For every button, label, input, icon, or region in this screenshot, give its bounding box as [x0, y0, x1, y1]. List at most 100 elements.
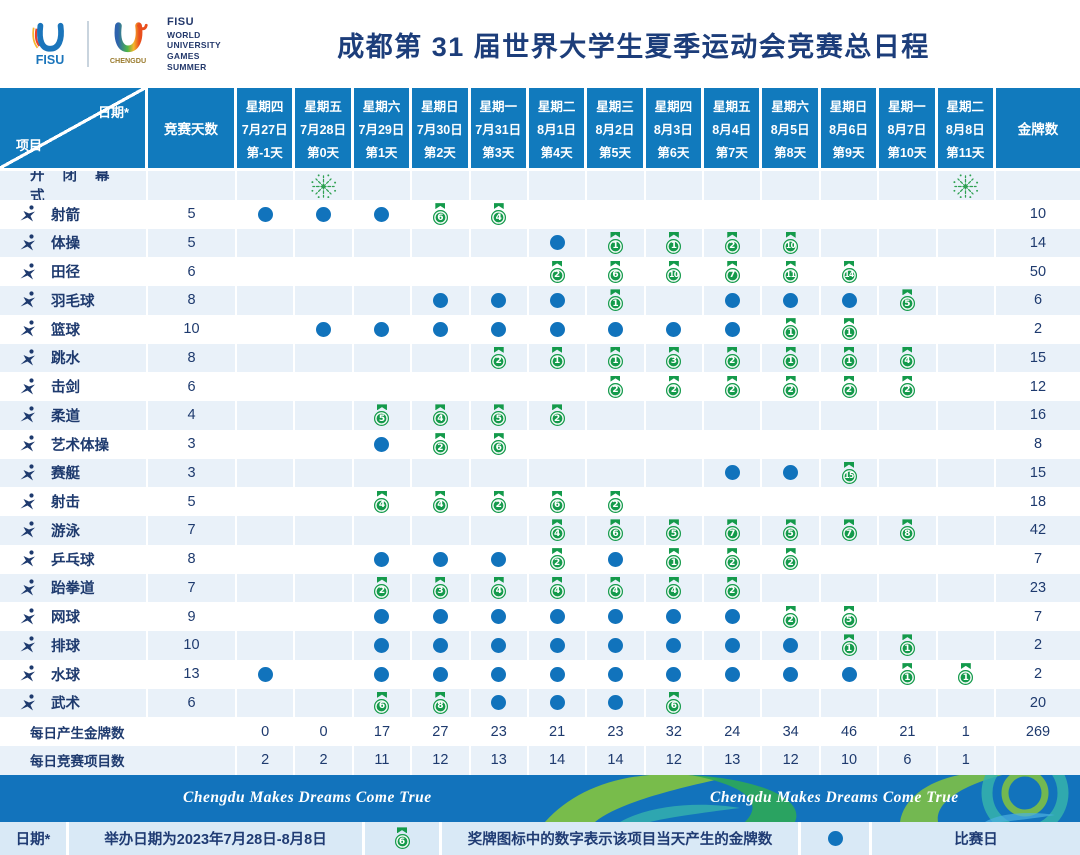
schedule-cell: [354, 228, 413, 258]
schedule-cell: 3: [412, 573, 471, 603]
schedule-cell: [237, 343, 296, 373]
table-row: 艺术体操 3 2 6 8: [0, 429, 1080, 459]
competition-day-dot: [432, 551, 448, 567]
fisu-logo-icon: FISU: [32, 22, 64, 67]
gold-total: 42: [1029, 522, 1047, 539]
schedule-cell: 6: [412, 199, 471, 229]
schedule-cell: [587, 458, 646, 488]
schedule-cell: [237, 429, 296, 459]
schedule-cell: [879, 171, 938, 200]
table-row: 网球 9 2 5 7: [0, 602, 1080, 631]
gold-total: 15: [1029, 464, 1047, 481]
gold-medal-icon: 4: [374, 490, 390, 513]
competition-day-dot: [491, 321, 507, 337]
schedule-cell: [938, 401, 996, 430]
schedule-cell: [762, 573, 821, 603]
gold-medal-icon: 2: [549, 404, 565, 427]
schedule-cell: 4: [879, 343, 938, 373]
schedule-cell: [471, 659, 529, 689]
schedule-cell: [938, 199, 996, 229]
schedule-cell: [295, 343, 354, 373]
schedule-cell: 15: [821, 458, 880, 488]
gold-total: 12: [1029, 378, 1047, 395]
gold-medal-icon: 5: [841, 605, 857, 628]
schedule-cell: [704, 314, 763, 344]
schedule-cell: [237, 314, 296, 344]
page-header: FISU CHENGDU FISU: [0, 0, 1080, 88]
gold-medal-icon: 2: [724, 346, 740, 369]
gold-medal-icon: 8: [432, 691, 448, 714]
schedule-cell: [938, 516, 996, 545]
schedule-cell: [704, 487, 763, 516]
competition-day-dot: [666, 637, 682, 653]
schedule-cell: [529, 199, 588, 229]
sport-name: 艺术体操: [51, 437, 109, 454]
gold-total: 14: [1029, 234, 1047, 251]
schedule-cell: [821, 487, 880, 516]
schedule-cell: 7: [704, 516, 763, 545]
competition-day-dot: [549, 292, 565, 308]
basketball-icon: [20, 320, 35, 337]
schedule-cell: 7: [821, 516, 880, 545]
schedule-cell: [879, 257, 938, 286]
athletics-icon: [20, 263, 35, 280]
schedule-cell: [237, 573, 296, 603]
gold-medal-icon: 3: [666, 346, 682, 369]
gymnastics-icon: [20, 234, 35, 251]
sport-label: 田径: [0, 257, 148, 286]
gold-medal-icon: 2: [783, 375, 799, 398]
gold-medal-icon: 4: [899, 346, 915, 369]
schedule-cell: [879, 573, 938, 603]
schedule-cell: [938, 602, 996, 631]
competition-days: 7: [148, 573, 237, 603]
schedule-cell: [821, 573, 880, 603]
schedule-cell: [354, 257, 413, 286]
competition-day-dot: [374, 206, 390, 222]
competition-day-dot: [491, 551, 507, 567]
competition-day-dot: [841, 292, 857, 308]
schedule-cell: [295, 688, 354, 718]
badminton-icon: [20, 291, 35, 308]
table-row: 跳水 8 2 1 1 3 2 1 1 4 15: [0, 343, 1080, 373]
sport-name: 柔道: [51, 408, 80, 425]
gold-medal-icon: 2: [899, 375, 915, 398]
gold-total: 2: [1033, 666, 1043, 683]
summary-total: 269: [1025, 723, 1051, 740]
schedule-cell: [646, 659, 705, 689]
schedule-cell: [762, 487, 821, 516]
schedule-cell: [938, 631, 996, 660]
gold-medal-icon: 6: [549, 490, 565, 513]
schedule-cell: [938, 372, 996, 401]
schedule-cell: [354, 631, 413, 660]
chengdu-logo: CHENGDU: [102, 20, 154, 68]
schedule-cell: [412, 659, 471, 689]
schedule-cell: 1: [821, 631, 880, 660]
competition-day-dot: [374, 551, 390, 567]
competition-day-dot: [607, 551, 623, 567]
gold-medal-icon: 2: [783, 605, 799, 628]
chengdu-logo-icon: CHENGDU: [110, 22, 148, 65]
schedule-cell: [587, 314, 646, 344]
footer-banner: Chengdu Makes Dreams Come True Chengdu M…: [0, 774, 1080, 822]
schedule-cell: 1: [938, 659, 996, 689]
schedule-cell: 2: [354, 573, 413, 603]
schedule-cell: 2: [646, 372, 705, 401]
gold-medal-icon: 8: [899, 519, 915, 542]
schedule-cell: [237, 171, 296, 200]
diving-icon: [20, 349, 35, 366]
gold-medal-icon: 1: [607, 231, 623, 254]
competition-days: 3: [148, 429, 237, 459]
schedule-cell: [471, 631, 529, 660]
gold-medal-icon: 4: [549, 519, 565, 542]
schedule-cell: [646, 314, 705, 344]
schedule-cell: [938, 171, 996, 200]
gold-medal-icon: 1: [607, 346, 623, 369]
competition-day-dot: [491, 666, 507, 682]
schedule-cell: [412, 631, 471, 660]
sport-name: 水球: [51, 667, 80, 684]
gold-medal-icon: 1: [666, 548, 682, 571]
schedule-cell: [237, 544, 296, 574]
schedule-cell: [471, 516, 529, 545]
gold-total: 50: [1029, 263, 1047, 280]
competition-day-dot: [724, 465, 740, 481]
